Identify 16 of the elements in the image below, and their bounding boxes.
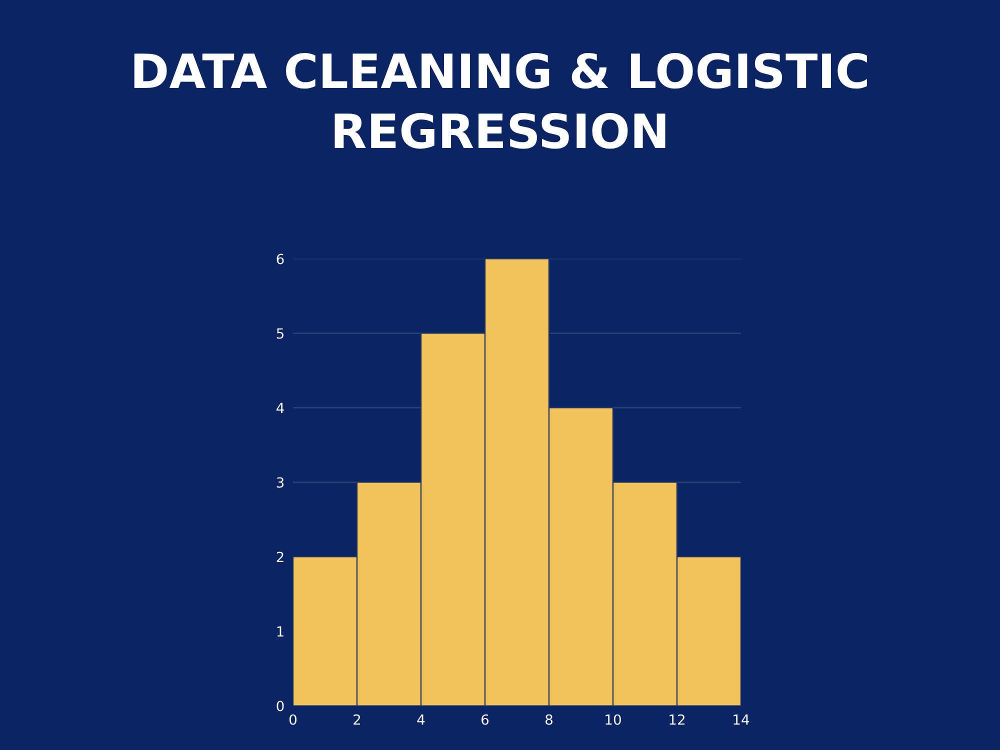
x-tick-label: 0 [289, 714, 296, 725]
x-tick-label: 12 [670, 714, 684, 725]
x-tick-label: 14 [734, 714, 750, 725]
x-tick-label: 6 [482, 714, 489, 725]
x-tick-label: 10 [606, 714, 621, 725]
y-tick-label: 3 [276, 477, 284, 488]
x-tick-label: 2 [354, 714, 360, 725]
y-tick-label: 0 [276, 700, 284, 712]
y-tick-label: 6 [276, 254, 284, 264]
y-tick-label: 4 [276, 402, 284, 414]
y-tick-label: 1 [277, 626, 284, 637]
x-tick-label: 4 [417, 714, 425, 725]
chart-title: DATA CLEANING & LOGISTIC REGRESSION [134, 52, 867, 149]
x-tick-label: 8 [546, 714, 552, 725]
y-tick-label: 2 [276, 552, 284, 562]
y-tick-label: 5 [276, 328, 284, 339]
